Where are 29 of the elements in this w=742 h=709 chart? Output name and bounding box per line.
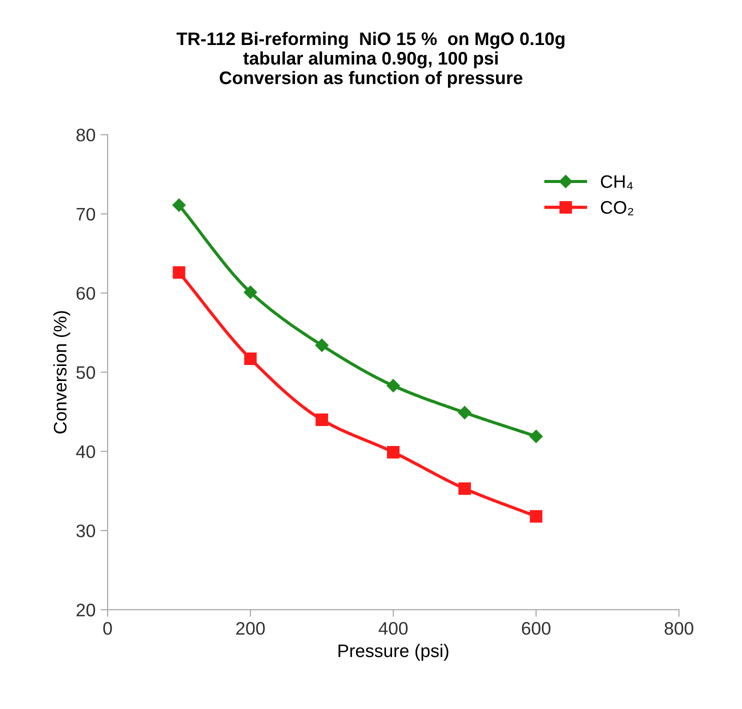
point <box>386 379 400 392</box>
y-tick-label: 20 <box>76 604 96 616</box>
y-tick-label: 80 <box>76 128 96 142</box>
legend-label: CH₄ <box>600 175 633 190</box>
chart-title: TR-112 Bi-reforming NiO 15 % on MgO 0.10g tabular alumina 0.90g, 100 psi Conversion as function of pressure <box>176 32 564 88</box>
point <box>458 406 472 420</box>
y-axis-title: Conversion (%) <box>53 311 70 434</box>
legend-label: CO₂ <box>600 201 634 216</box>
point <box>387 446 400 458</box>
point <box>172 266 186 279</box>
point <box>530 430 543 443</box>
y-tick-label: 30 <box>76 524 96 538</box>
x-tick-label: 0 <box>103 622 112 635</box>
y-tick-label: 70 <box>76 208 96 221</box>
x-axis-title: Pressure (psi) <box>338 644 448 661</box>
x-tick-label: 600 <box>522 622 550 635</box>
x-tick-label: 200 <box>236 622 265 635</box>
x-tick-label: 800 <box>664 622 694 635</box>
point <box>530 510 542 523</box>
point <box>458 482 471 495</box>
point <box>315 338 328 352</box>
point <box>172 198 186 212</box>
point <box>316 413 328 426</box>
y-tick-label: 50 <box>76 366 96 379</box>
y-tick-label: 60 <box>76 286 96 300</box>
y-tick-label: 40 <box>76 445 96 458</box>
x-tick-label: 400 <box>378 622 408 635</box>
point <box>244 286 258 299</box>
point <box>244 352 257 366</box>
